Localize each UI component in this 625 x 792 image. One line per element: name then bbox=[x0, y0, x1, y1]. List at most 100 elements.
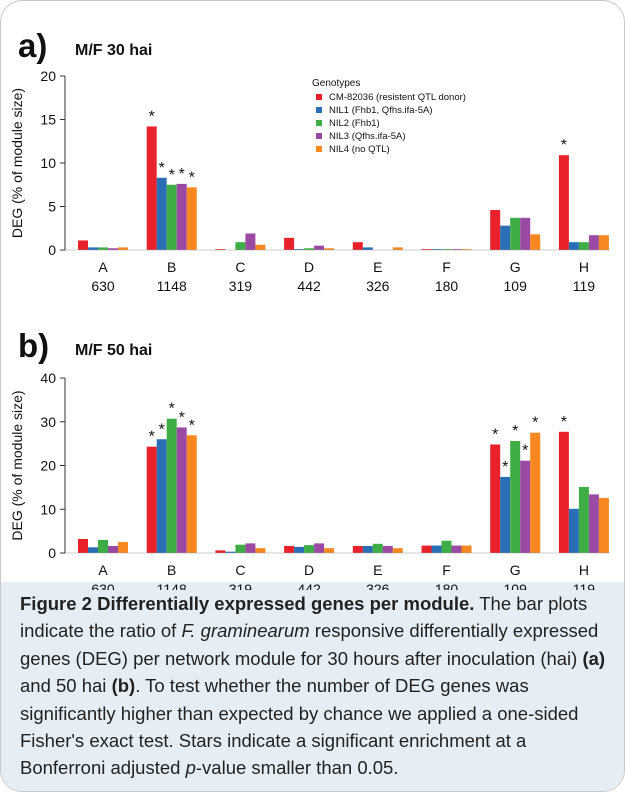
significance-star-0-B-1: * bbox=[159, 160, 165, 177]
caption-text-4: . To test whether the number of DEG gene… bbox=[20, 675, 579, 779]
bar-1-H-4 bbox=[598, 497, 609, 554]
module-size-label-0-E: 326 bbox=[366, 278, 390, 294]
caption-ref-a: (a) bbox=[582, 647, 606, 669]
bar-1-F-3 bbox=[451, 545, 462, 553]
significance-star-1-B-2: * bbox=[169, 401, 175, 418]
bar-1-G-3 bbox=[520, 460, 531, 553]
bar-0-H-0 bbox=[558, 155, 569, 250]
bar-0-C-4 bbox=[255, 244, 266, 250]
bar-1-D-1 bbox=[294, 546, 305, 554]
y-axis-label-1: DEG (% of module size) bbox=[9, 390, 25, 540]
caption-text-2: responsive differentially expressed gene… bbox=[20, 620, 599, 669]
caption-pvar: p bbox=[185, 757, 196, 779]
significance-star-1-G-3: * bbox=[522, 443, 528, 460]
module-size-label-0-C: 319 bbox=[229, 278, 253, 294]
significance-star-1-G-0: * bbox=[492, 427, 498, 444]
y-tick-label-1-2: 20 bbox=[40, 458, 56, 474]
module-size-label-1-C: 319 bbox=[229, 581, 253, 590]
bar-1-G-1 bbox=[500, 476, 511, 554]
module-size-label-1-H: 119 bbox=[573, 581, 596, 590]
bar-0-D-4 bbox=[324, 248, 335, 250]
x-tick-label-1-H: H bbox=[579, 562, 589, 578]
bar-0-G-0 bbox=[490, 209, 501, 250]
panel-title-1: M/F 50 hai bbox=[75, 342, 152, 359]
bar-1-C-1 bbox=[225, 551, 236, 553]
bar-0-F-0 bbox=[421, 249, 432, 250]
x-tick-label-0-A: A bbox=[98, 259, 108, 275]
y-tick-label-1-3: 30 bbox=[40, 414, 56, 430]
y-tick-label-0-1: 5 bbox=[48, 199, 56, 215]
figure-charts: a) M/F 30 hai 0 5 10 15 20 DEG (% of module siz… bbox=[9, 27, 610, 590]
bar-0-F-1 bbox=[431, 249, 442, 250]
bar-1-D-2 bbox=[304, 545, 315, 554]
bar-1-F-4 bbox=[461, 545, 472, 553]
bar-0-B-4 bbox=[186, 187, 197, 250]
legend-label-3: NIL3 (Qfhs.ifa-5A) bbox=[329, 131, 406, 142]
bar-1-E-3 bbox=[382, 546, 393, 553]
bar-1-B-2 bbox=[166, 418, 177, 553]
figure-caption: Figure 2 Differentially expressed genes … bbox=[20, 590, 610, 782]
bar-1-D-0 bbox=[284, 546, 295, 553]
bar-1-B-1 bbox=[156, 439, 167, 553]
significance-star-0-B-0: * bbox=[149, 108, 155, 125]
y-tick-label-1-0: 0 bbox=[48, 545, 56, 561]
bar-0-D-3 bbox=[314, 245, 325, 250]
module-size-label-0-B: 1148 bbox=[157, 278, 187, 294]
caption-background bbox=[1, 582, 624, 791]
x-tick-label-0-E: E bbox=[373, 259, 382, 275]
x-tick-label-1-D: D bbox=[304, 562, 314, 578]
panel-letter-0: a) bbox=[18, 27, 47, 64]
y-tick-label-0-0: 0 bbox=[48, 242, 56, 258]
bar-1-C-3 bbox=[245, 543, 256, 554]
module-size-label-1-D: 442 bbox=[297, 581, 321, 590]
bar-1-H-3 bbox=[588, 494, 599, 554]
bar-1-F-0 bbox=[421, 545, 432, 553]
significance-star-1-H-0: * bbox=[561, 414, 567, 431]
bar-0-G-4 bbox=[530, 234, 541, 250]
x-tick-label-0-G: G bbox=[510, 259, 521, 275]
module-size-label-1-G: 109 bbox=[504, 581, 528, 590]
legend-swatch-2 bbox=[316, 120, 322, 126]
x-tick-label-1-F: F bbox=[442, 562, 451, 578]
bar-0-H-1 bbox=[568, 242, 579, 250]
bar-1-A-2 bbox=[98, 539, 108, 554]
y-axis-label-0: DEG (% of module size) bbox=[9, 88, 25, 238]
bar-0-E-1 bbox=[362, 247, 373, 250]
y-tick-label-0-3: 15 bbox=[40, 112, 56, 128]
x-tick-label-1-E: E bbox=[373, 562, 382, 578]
legend-title: Genotypes bbox=[312, 78, 360, 89]
y-tick-label-0-4: 20 bbox=[40, 68, 56, 84]
legend-swatch-3 bbox=[316, 133, 322, 139]
bar-1-G-4 bbox=[530, 432, 541, 553]
bar-1-B-3 bbox=[176, 427, 187, 553]
bar-0-E-4 bbox=[392, 247, 403, 250]
bar-0-B-2 bbox=[166, 184, 177, 250]
bar-0-F-3 bbox=[451, 249, 462, 250]
bar-1-F-1 bbox=[431, 545, 442, 553]
bar-0-B-3 bbox=[176, 183, 187, 250]
legend-swatch-1 bbox=[316, 107, 322, 113]
bar-1-E-2 bbox=[372, 543, 383, 553]
legend-label-1: NIL1 (Fhb1, Qfhs.ifa-5A) bbox=[329, 105, 432, 116]
bar-0-C-3 bbox=[245, 233, 256, 250]
bar-0-C-0 bbox=[215, 249, 226, 250]
significance-star-0-B-2: * bbox=[169, 167, 175, 184]
module-size-label-0-A: 630 bbox=[91, 278, 115, 294]
x-tick-label-0-H: H bbox=[579, 259, 589, 275]
bar-0-G-2 bbox=[510, 217, 521, 250]
significance-star-1-B-4: * bbox=[189, 417, 195, 434]
module-size-label-1-A: 630 bbox=[91, 581, 115, 590]
bar-1-A-0 bbox=[78, 539, 88, 553]
legend-label-0: CM-82036 (resistent QTL donor) bbox=[329, 92, 466, 103]
x-tick-label-0-B: B bbox=[167, 259, 176, 275]
bar-1-D-3 bbox=[314, 543, 325, 554]
significance-star-0-B-3: * bbox=[179, 166, 185, 183]
bar-1-E-4 bbox=[392, 548, 403, 553]
bar-1-D-4 bbox=[324, 548, 335, 553]
bar-0-D-0 bbox=[284, 237, 295, 250]
bar-1-H-1 bbox=[568, 508, 579, 553]
bar-0-H-4 bbox=[598, 235, 609, 250]
y-tick-label-0-2: 10 bbox=[40, 155, 56, 171]
x-tick-label-1-A: A bbox=[98, 562, 108, 578]
bar-0-A-2 bbox=[98, 247, 108, 250]
